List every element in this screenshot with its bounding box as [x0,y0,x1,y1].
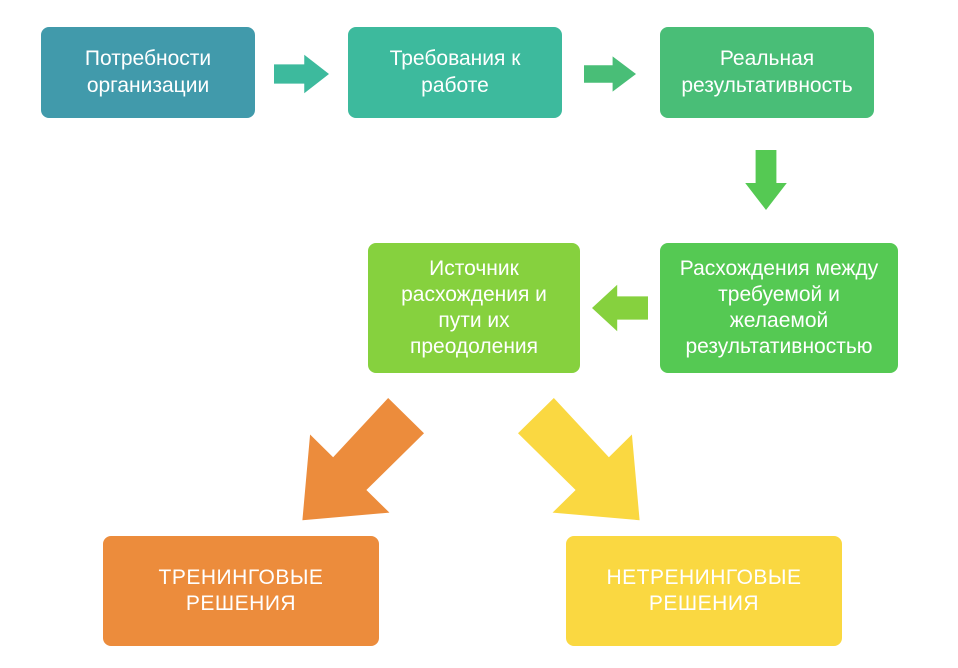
flowchart-node-label: Расхождения между требуемой и желаемой р… [672,256,886,361]
flowchart-node-label: Потребности организации [53,46,243,99]
flowchart-arrow-a1 [274,50,329,98]
flowchart-node-n7: НЕТРЕНИНГОВЫЕ РЕШЕНИЯ [564,534,844,648]
flowchart-node-n5: Источник расхождения и пути их преодолен… [366,241,582,375]
flowchart-canvas: Потребности организации Требования к рабо… [0,0,958,668]
flowchart-node-n2: Требования к работе [346,25,564,120]
flowchart-node-n3: Реальная результативность [658,25,876,120]
flowchart-arrow-a2 [584,52,636,96]
flowchart-node-label: НЕТРЕНИНГОВЫЕ РЕШЕНИЯ [578,565,830,618]
flowchart-node-n4: Расхождения между требуемой и желаемой р… [658,241,900,375]
flowchart-node-label: ТРЕНИНГОВЫЕ РЕШЕНИЯ [115,565,367,618]
flowchart-node-label: Требования к работе [360,46,550,99]
flowchart-arrow-a6 [518,398,646,524]
flowchart-node-n1: Потребности организации [39,25,257,120]
flowchart-arrow-a3 [740,150,792,210]
flowchart-node-label: Источник расхождения и пути их преодолен… [380,256,568,361]
flowchart-node-n6: ТРЕНИНГОВЫЕ РЕШЕНИЯ [101,534,381,648]
flowchart-node-label: Реальная результативность [672,46,862,99]
flowchart-arrow-a5 [296,398,424,524]
flowchart-arrow-a4 [592,279,648,337]
